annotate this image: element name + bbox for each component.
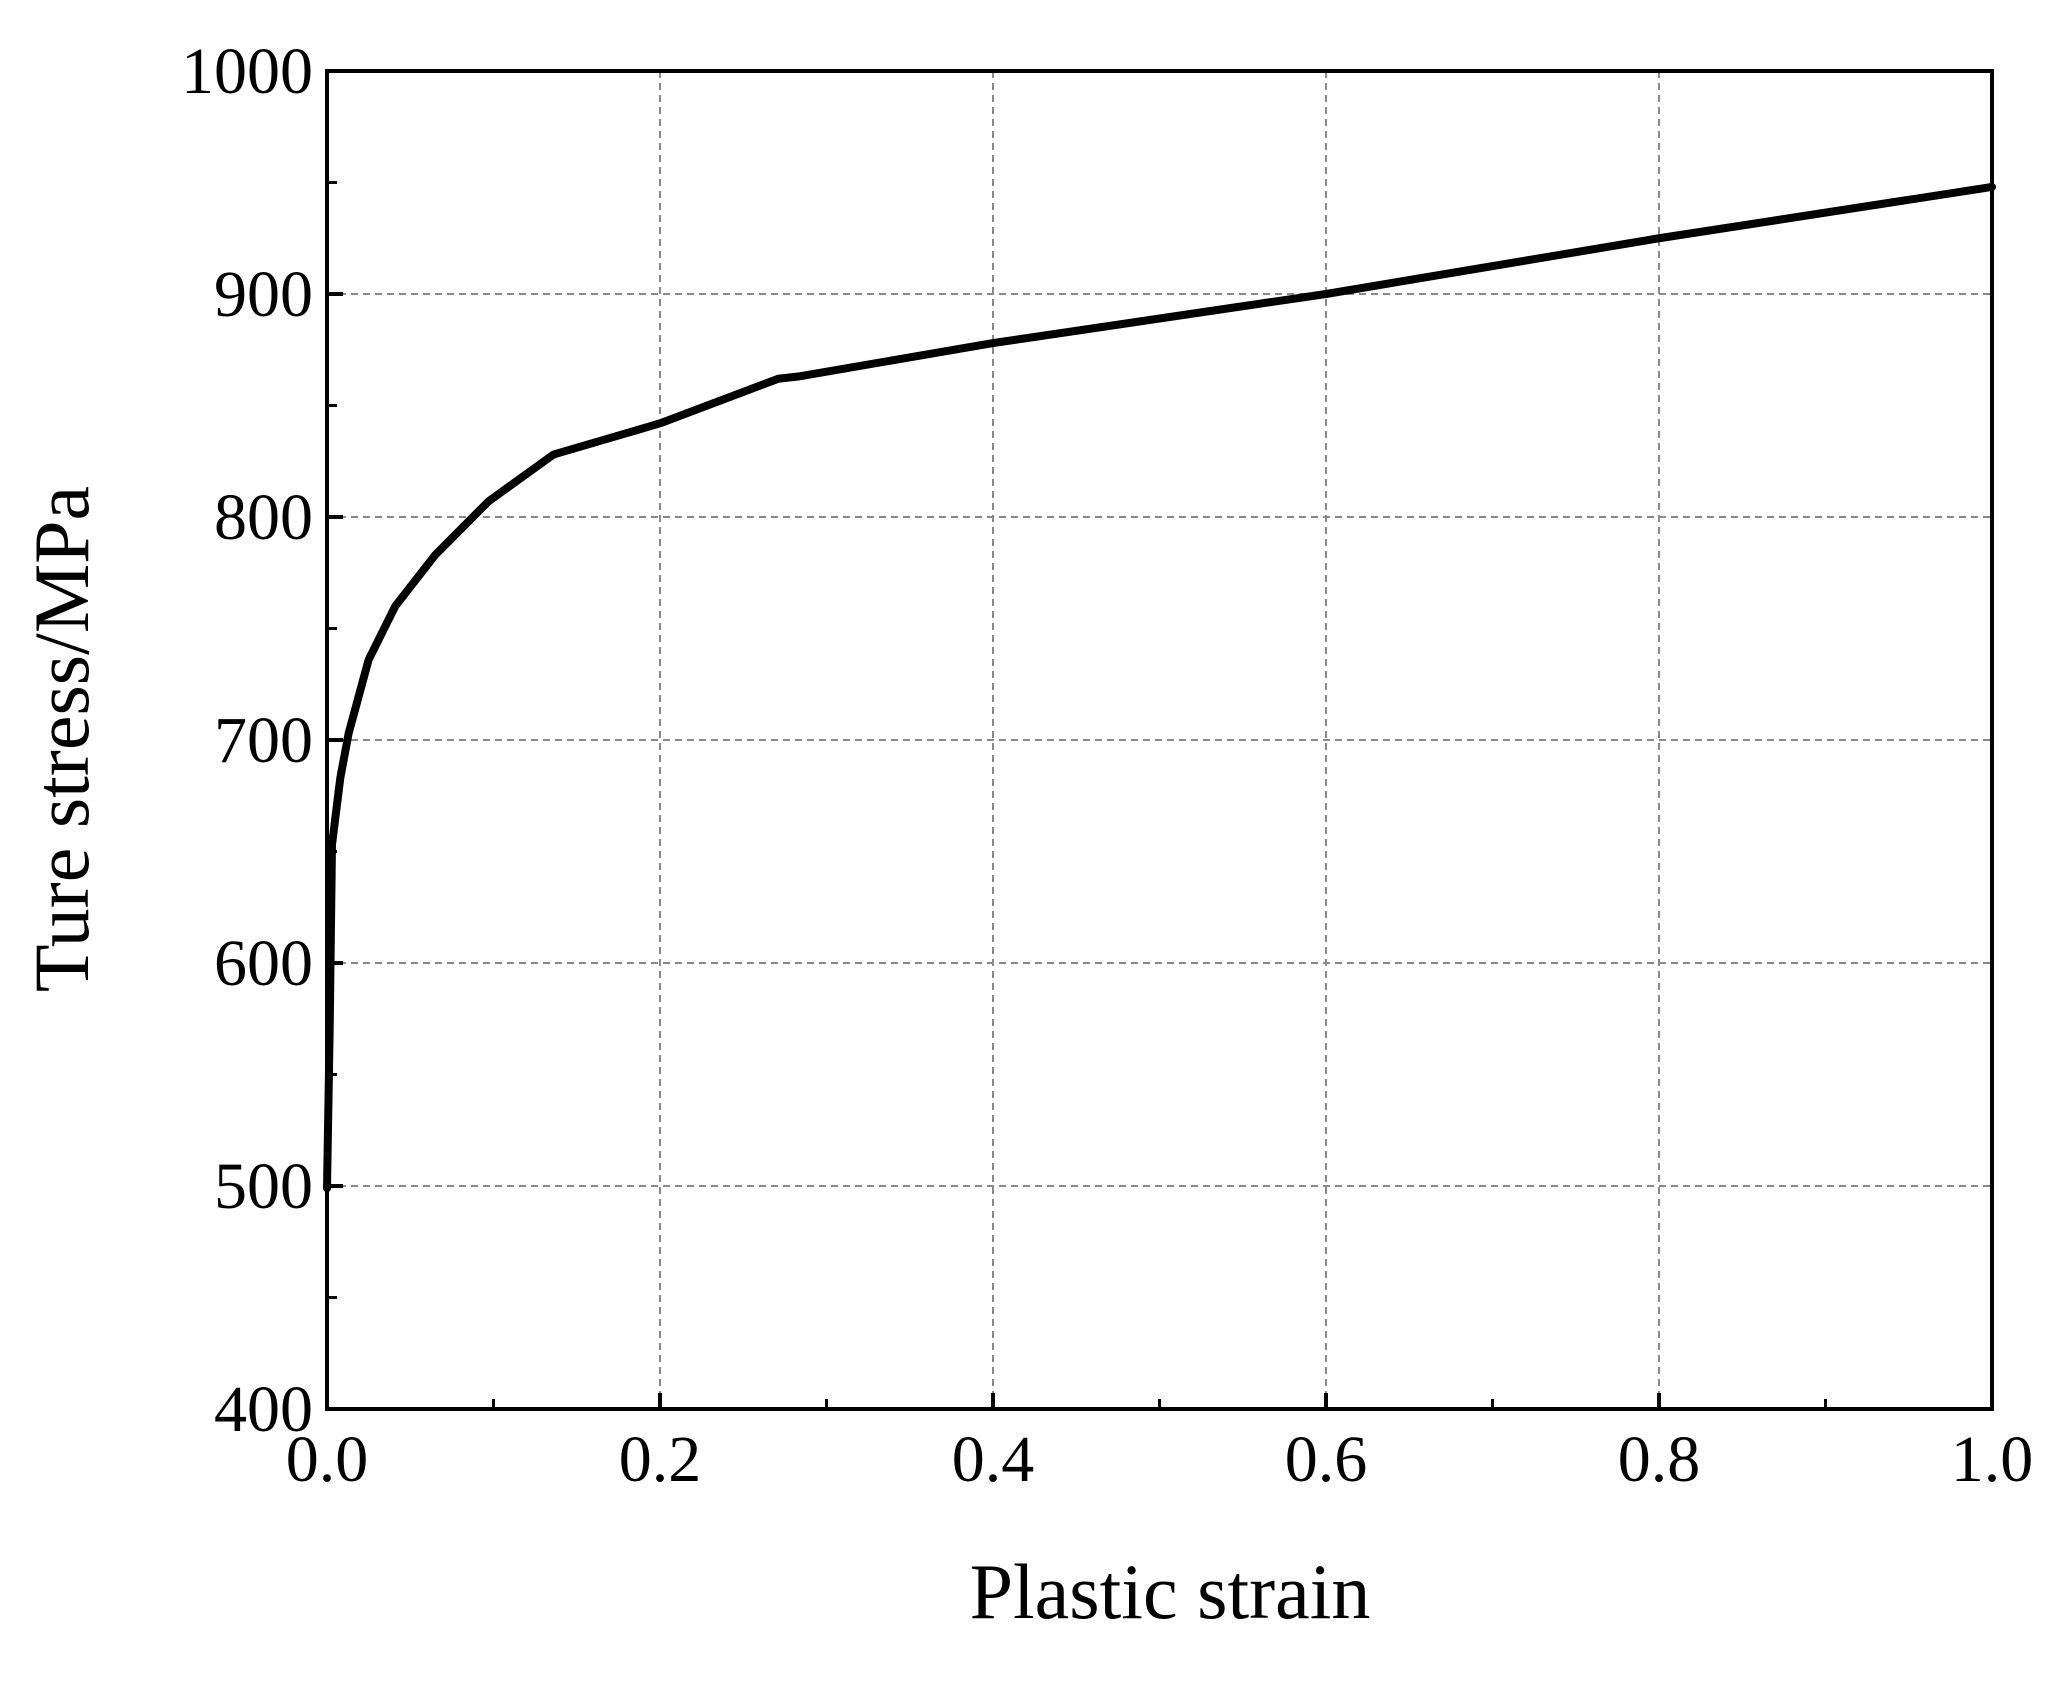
x-tick-label: 0.6 — [1285, 1423, 1368, 1496]
plot-frame — [325, 69, 1994, 1411]
data-line — [323, 182, 1996, 1193]
y-tick-label: 600 — [214, 927, 313, 1000]
y-axis-label: Ture stress/MPa — [18, 486, 105, 992]
x-tick-label: 1.0 — [1951, 1423, 2034, 1496]
y-tick-label: 800 — [214, 481, 313, 554]
y-tick-label: 500 — [214, 1150, 313, 1223]
x-axis-label: Plastic strain — [970, 1548, 1371, 1635]
y-tick-label: 700 — [214, 704, 313, 777]
x-tick-label: 0.8 — [1618, 1423, 1701, 1496]
y-tick-label: 400 — [214, 1373, 313, 1446]
x-tick-label: 0.0 — [286, 1423, 369, 1496]
x-tick-label: 0.2 — [619, 1423, 702, 1496]
y-tick-label: 900 — [214, 258, 313, 331]
y-tick-label: 1000 — [181, 35, 313, 108]
x-tick-label: 0.4 — [952, 1423, 1035, 1496]
